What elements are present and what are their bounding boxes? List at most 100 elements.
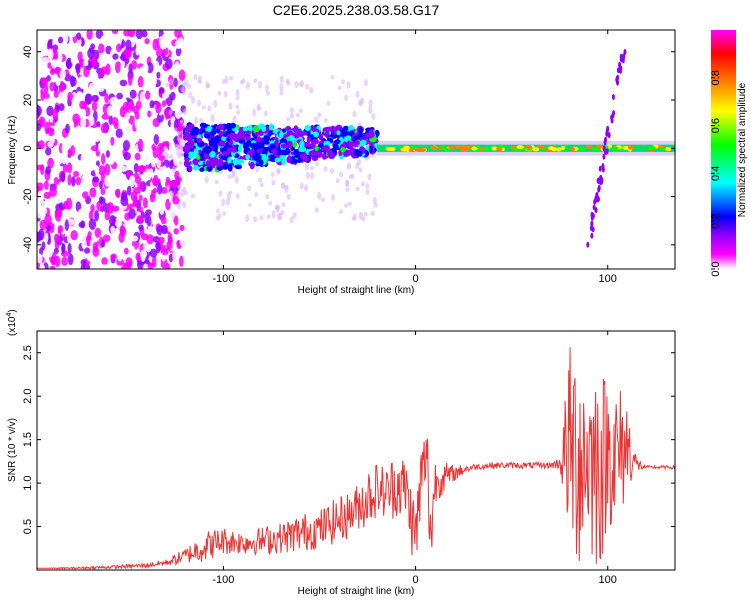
heatmap-cell bbox=[590, 232, 594, 239]
heatmap-cell bbox=[40, 164, 45, 176]
heatmap-cell bbox=[116, 258, 124, 266]
heatmap-cell bbox=[295, 112, 300, 118]
heatmap-cell bbox=[222, 211, 227, 216]
heatmap-cell bbox=[56, 127, 61, 139]
heatmap-cell bbox=[169, 78, 174, 86]
heatmap-cell bbox=[83, 247, 91, 254]
heatmap-cell bbox=[252, 108, 257, 117]
heatmap-cell bbox=[78, 221, 85, 228]
heatmap-cell bbox=[177, 130, 182, 136]
heatmap-cell bbox=[294, 80, 299, 89]
heatmap-cell bbox=[326, 101, 331, 107]
heatmap-cell bbox=[235, 95, 240, 101]
heatmap-cell bbox=[254, 191, 259, 198]
heatmap-cell bbox=[168, 109, 173, 116]
heatmap-cell bbox=[279, 75, 284, 83]
heatmap-cell bbox=[271, 210, 276, 219]
heatmap-cell bbox=[54, 155, 63, 165]
heatmap-cell bbox=[97, 56, 105, 64]
heatmap-cell bbox=[347, 201, 352, 206]
heatmap-cell bbox=[165, 198, 171, 211]
heatmap-cell bbox=[349, 147, 355, 152]
heatmap-cell bbox=[44, 214, 52, 226]
heatmap-cell bbox=[149, 100, 155, 109]
heatmap-cell bbox=[91, 94, 99, 102]
heatmap-cell bbox=[90, 204, 95, 213]
heatmap-cell bbox=[146, 215, 152, 227]
heatmap-cell bbox=[168, 153, 173, 160]
heatmap-cell bbox=[160, 122, 169, 134]
heatmap-cell bbox=[73, 185, 82, 194]
heatmap-cell bbox=[592, 204, 596, 211]
heatmap-cell bbox=[182, 186, 187, 192]
heatmap-cell bbox=[85, 160, 93, 168]
heatmap-cell bbox=[170, 91, 176, 101]
heatmap-cell bbox=[279, 154, 287, 160]
heatmap-cell bbox=[181, 88, 186, 96]
heatmap-cell bbox=[271, 179, 276, 186]
heatmap-cell bbox=[665, 147, 672, 152]
heatmap-cell bbox=[95, 30, 104, 39]
heatmap-cell bbox=[146, 234, 154, 245]
heatmap-cell bbox=[292, 212, 297, 219]
heatmap-cell bbox=[239, 80, 244, 85]
heatmap-cell bbox=[600, 177, 604, 184]
heatmap-cell bbox=[51, 48, 58, 60]
heatmap-cell bbox=[266, 90, 271, 96]
spectrogram-y-label: Frequency (Hz) bbox=[7, 116, 18, 185]
heatmap-cell bbox=[293, 148, 300, 157]
heatmap-cell bbox=[114, 188, 120, 198]
heatmap-cell bbox=[143, 241, 149, 252]
heatmap-cell bbox=[234, 164, 243, 170]
heatmap-cell bbox=[217, 91, 222, 96]
heatmap-cell bbox=[88, 115, 95, 127]
heatmap-cell bbox=[134, 117, 141, 130]
heatmap-cell bbox=[299, 140, 305, 149]
heatmap-cell bbox=[89, 187, 97, 198]
heatmap-cell bbox=[160, 39, 168, 50]
heatmap-cell bbox=[250, 142, 259, 150]
spectrogram-x-tick-label: 0 bbox=[413, 273, 419, 285]
heatmap-cell bbox=[124, 48, 131, 59]
heatmap-cell bbox=[96, 121, 101, 128]
heatmap-cell bbox=[173, 77, 178, 88]
heatmap-cell bbox=[311, 138, 320, 145]
heatmap-cell bbox=[286, 140, 293, 149]
snr-y-tick-label: 1.0 bbox=[22, 475, 34, 490]
heatmap-cell bbox=[204, 176, 209, 184]
heatmap-cell bbox=[311, 125, 317, 132]
heatmap-cell bbox=[245, 154, 251, 161]
heatmap-cell bbox=[179, 119, 184, 124]
heatmap-cell bbox=[211, 128, 216, 136]
heatmap-cell bbox=[185, 124, 194, 132]
heatmap-cell bbox=[182, 200, 187, 209]
heatmap-cell bbox=[128, 115, 135, 125]
heatmap-cell bbox=[67, 242, 72, 255]
colorbar-tick-label: 0.2 bbox=[710, 214, 722, 229]
heatmap-cell bbox=[483, 146, 489, 151]
heatmap-cell bbox=[125, 39, 132, 50]
heatmap-cell bbox=[345, 131, 352, 137]
heatmap-cell bbox=[47, 157, 55, 169]
heatmap-cell bbox=[145, 186, 152, 197]
heatmap-cell bbox=[167, 232, 173, 244]
heatmap-cell bbox=[188, 165, 193, 172]
heatmap-cell bbox=[117, 243, 122, 254]
heatmap-cell bbox=[616, 74, 620, 81]
spectrogram-y-tick-label: 20 bbox=[22, 94, 34, 106]
heatmap-cell bbox=[142, 122, 150, 132]
heatmap-cell bbox=[302, 155, 309, 163]
heatmap-cell bbox=[408, 148, 414, 153]
heatmap-cell bbox=[127, 73, 133, 86]
heatmap-cell bbox=[279, 82, 284, 91]
heatmap-cell bbox=[70, 135, 77, 145]
snr-x-tick-label: 100 bbox=[599, 574, 617, 586]
heatmap-cell bbox=[284, 185, 289, 190]
heatmap-cell bbox=[340, 147, 346, 153]
heatmap-cell bbox=[190, 132, 197, 137]
heatmap-cell bbox=[231, 169, 236, 176]
heatmap-cell bbox=[60, 214, 66, 224]
heatmap-cell bbox=[84, 59, 89, 67]
heatmap-cell bbox=[109, 146, 115, 153]
